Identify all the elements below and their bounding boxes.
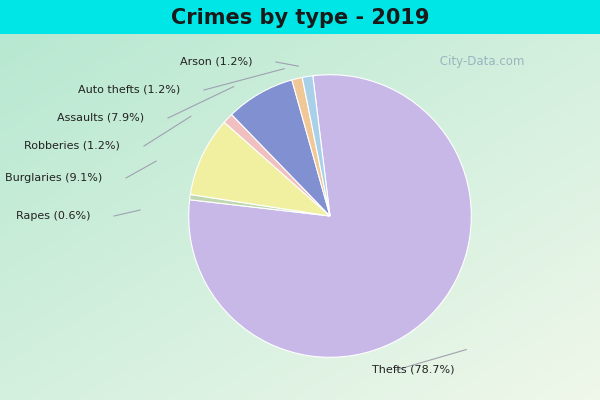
Text: Burglaries (9.1%): Burglaries (9.1%) xyxy=(5,173,102,183)
Text: City-Data.com: City-Data.com xyxy=(436,56,524,68)
Wedge shape xyxy=(302,76,330,216)
Wedge shape xyxy=(188,75,472,357)
Text: Rapes (0.6%): Rapes (0.6%) xyxy=(16,211,90,221)
Text: Arson (1.2%): Arson (1.2%) xyxy=(179,57,252,67)
Text: Crimes by type - 2019: Crimes by type - 2019 xyxy=(171,8,429,28)
Wedge shape xyxy=(232,80,330,216)
Wedge shape xyxy=(224,114,330,216)
Text: Thefts (78.7%): Thefts (78.7%) xyxy=(372,365,455,375)
Text: Assaults (7.9%): Assaults (7.9%) xyxy=(57,113,144,123)
Wedge shape xyxy=(190,122,330,216)
Wedge shape xyxy=(190,194,330,216)
Text: Robberies (1.2%): Robberies (1.2%) xyxy=(24,141,120,151)
Wedge shape xyxy=(292,78,330,216)
Text: Auto thefts (1.2%): Auto thefts (1.2%) xyxy=(78,85,180,95)
